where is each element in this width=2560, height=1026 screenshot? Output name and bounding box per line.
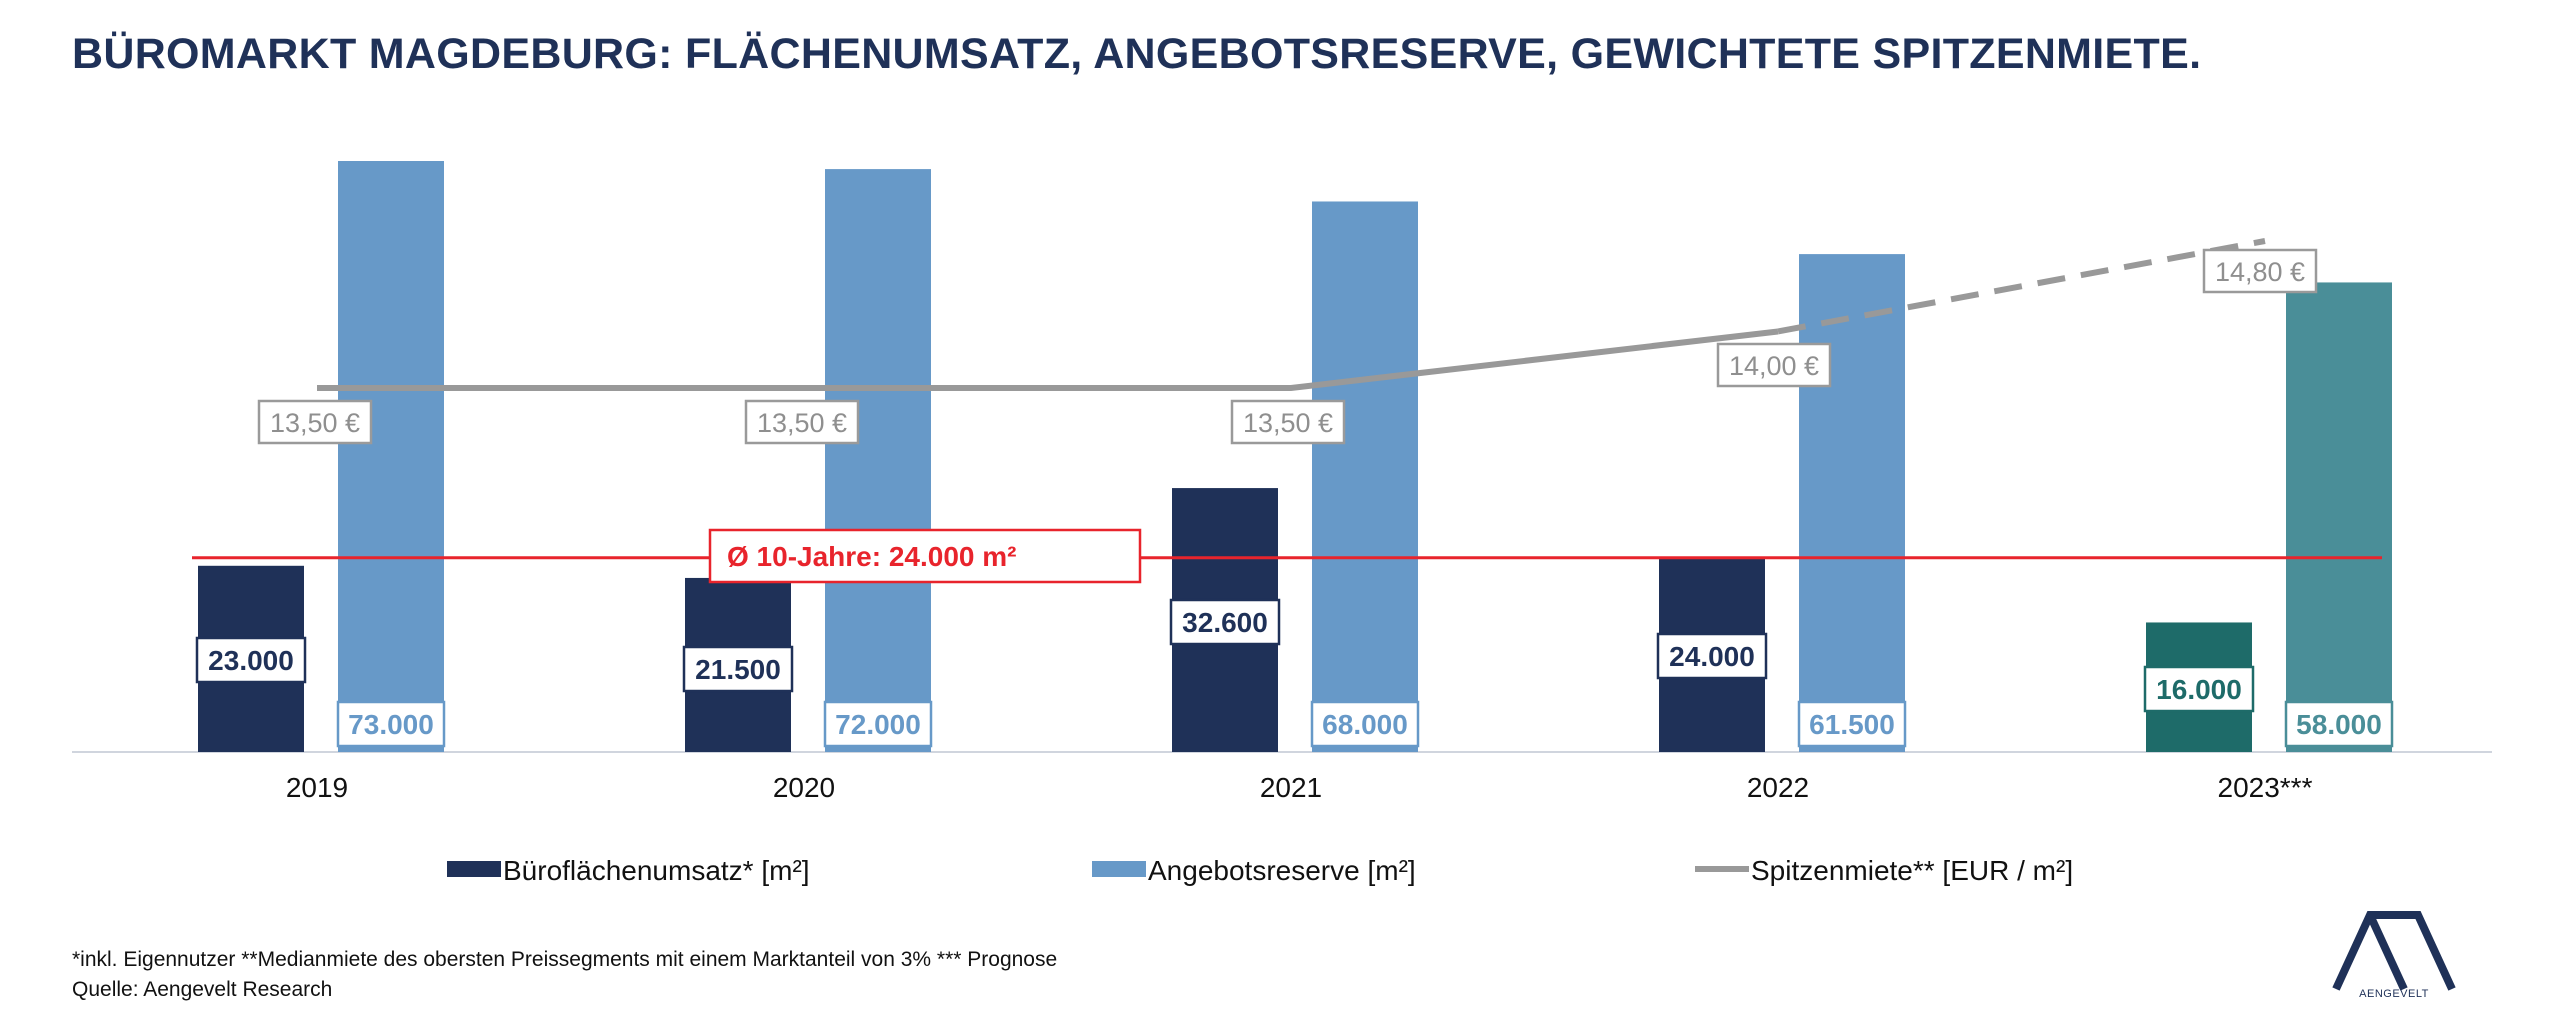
bar-angebotsreserve bbox=[1312, 201, 1418, 753]
rent-label-box bbox=[2202, 248, 2318, 294]
rent-label: 13,50 € bbox=[1243, 408, 1333, 438]
reserve-label-box bbox=[2284, 700, 2394, 748]
reference-label: Ø 10-Jahre: 24.000 m² bbox=[727, 541, 1017, 572]
umsatz-label: 16.000 bbox=[2156, 674, 2242, 705]
rent-label: 14,00 € bbox=[1729, 351, 1819, 381]
reference-label-box bbox=[708, 528, 1142, 584]
bar-angebotsreserve bbox=[1799, 254, 1905, 753]
x-tick-label: 2022 bbox=[1747, 772, 1809, 803]
bar-angebotsreserve bbox=[825, 169, 931, 752]
chart-title: BÜROMARKT MAGDEBURG: FLÄCHENUMSATZ, ANGE… bbox=[72, 30, 2202, 78]
rent-label-box bbox=[744, 399, 860, 445]
footnote: *inkl. Eigennutzer **Medianmiete des obe… bbox=[72, 948, 1058, 971]
reserve-label-box bbox=[1310, 700, 1420, 748]
x-tick-label: 2020 bbox=[773, 772, 835, 803]
rent-label-box bbox=[257, 399, 373, 445]
legend-label: Angebotsreserve [m²] bbox=[1148, 855, 1416, 886]
x-tick-label: 2021 bbox=[1260, 772, 1322, 803]
umsatz-label-box bbox=[1169, 598, 1281, 646]
rent-label: 13,50 € bbox=[270, 408, 360, 438]
reserve-label-box bbox=[1797, 700, 1907, 748]
bar-angebotsreserve bbox=[2286, 282, 2392, 752]
umsatz-label: 32.600 bbox=[1182, 607, 1268, 638]
rent-line bbox=[317, 328, 1779, 391]
reserve-label: 73.000 bbox=[348, 709, 434, 740]
x-tick-label: 2023*** bbox=[2218, 772, 2313, 803]
umsatz-label-box bbox=[2143, 665, 2255, 713]
umsatz-label-box bbox=[682, 645, 794, 693]
legend-label: Spitzenmiete** [EUR / m²] bbox=[1751, 855, 2073, 886]
rent-label: 13,50 € bbox=[757, 408, 847, 438]
aengevelt-logo bbox=[2332, 911, 2456, 991]
umsatz-label: 24.000 bbox=[1669, 641, 1755, 672]
umsatz-label-box bbox=[195, 636, 307, 684]
umsatz-label-box bbox=[1656, 632, 1768, 680]
reserve-label: 61.500 bbox=[1809, 709, 1895, 740]
reserve-label-box bbox=[823, 700, 933, 748]
umsatz-label: 23.000 bbox=[208, 645, 294, 676]
reserve-label: 68.000 bbox=[1322, 709, 1408, 740]
reserve-label-box bbox=[336, 700, 446, 748]
reserve-label: 72.000 bbox=[835, 709, 921, 740]
rent-label: 14,80 € bbox=[2215, 257, 2305, 287]
legend-swatch bbox=[1092, 861, 1146, 877]
legend-label: Büroflächenumsatz* [m²] bbox=[503, 855, 810, 886]
reserve-label: 58.000 bbox=[2296, 709, 2382, 740]
logo-text: AENGEVELT bbox=[2359, 988, 2429, 1000]
rent-label-box bbox=[1230, 399, 1346, 445]
rent-label-box bbox=[1716, 342, 1832, 388]
source-note: Quelle: Aengevelt Research bbox=[72, 978, 333, 1001]
bar-angebotsreserve bbox=[338, 161, 444, 752]
legend-swatch bbox=[447, 861, 501, 877]
rent-line-forecast bbox=[1777, 238, 2266, 335]
x-tick-label: 2019 bbox=[286, 772, 348, 803]
umsatz-label: 21.500 bbox=[695, 654, 781, 685]
